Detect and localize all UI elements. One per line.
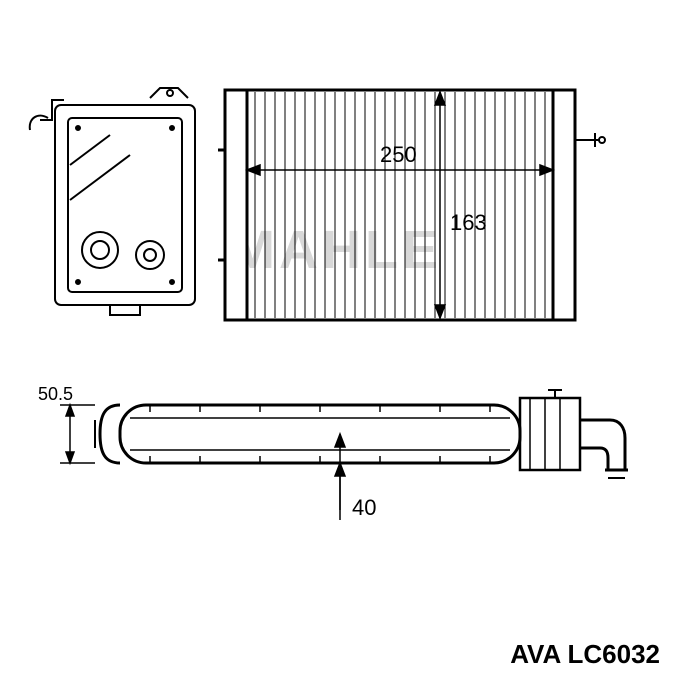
dimension-height-value: 163	[450, 210, 487, 235]
dimension-depth	[60, 405, 95, 463]
dimension-depth-value: 50.5	[38, 384, 73, 404]
dimension-width-value: 250	[380, 142, 417, 167]
diagram-canvas: MAHLE	[0, 0, 700, 700]
part-number: LC6032	[568, 639, 661, 669]
dimension-height	[435, 92, 445, 318]
top-view	[95, 390, 628, 478]
watermark-text: MAHLE	[230, 220, 442, 280]
dimension-offset-value: 40	[352, 495, 376, 520]
part-label: AVA LC6032	[510, 639, 660, 670]
front-view	[218, 90, 605, 320]
side-view	[30, 88, 195, 315]
dimension-offset	[130, 434, 350, 520]
technical-drawing: MAHLE	[0, 0, 700, 700]
part-brand: AVA	[510, 639, 560, 669]
